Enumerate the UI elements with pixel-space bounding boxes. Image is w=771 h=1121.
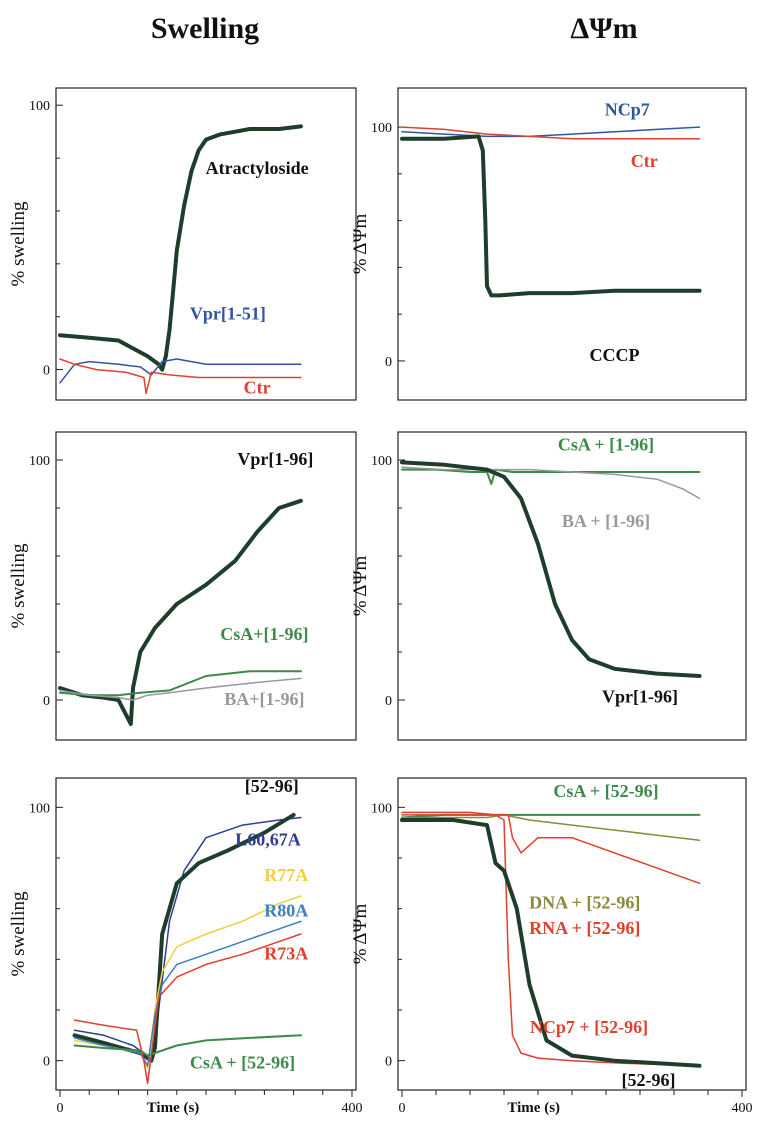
y-tick-label: 0 xyxy=(385,1055,392,1070)
x-tick-label: 0 xyxy=(399,1101,406,1116)
series-label: CsA+[1-96] xyxy=(220,624,308,644)
column-title-dpsim: ΔΨm xyxy=(570,12,637,45)
y-tick-label: 100 xyxy=(371,801,392,816)
series-line-csa-1-96 xyxy=(401,468,701,485)
y-axis-label: % swelling xyxy=(8,201,29,286)
x-tick-label: 400 xyxy=(342,1101,363,1116)
plot-frame xyxy=(397,431,747,741)
series-line-ctr xyxy=(59,358,302,395)
series-label: BA + [1-96] xyxy=(562,511,650,531)
series-line-52-96 xyxy=(72,812,296,1063)
series-label: NCp7 + [52-96] xyxy=(530,1017,648,1037)
series-line-ncp7-52-96 xyxy=(401,811,701,1067)
series-line-vpr-1-96 xyxy=(58,498,303,726)
series-line-vpr-1-96 xyxy=(400,460,702,678)
series-label: Vpr[1-96] xyxy=(602,686,678,706)
series-line-52-96 xyxy=(400,818,702,1068)
panel-dpsim-middle: 0 100 % ΔΨm CsA + [1-96] BA + [1-96] Vpr[1-96… xyxy=(350,431,747,741)
y-tick-label: 100 xyxy=(29,454,50,469)
series-line-l60-67a xyxy=(73,816,302,1062)
series-line-ba-1-96 xyxy=(59,677,302,701)
series-label: RNA + [52-96] xyxy=(529,918,640,938)
panel-swelling-bottom: 0 100 % swelling 0 400 Time (s) [52-96] L60,67A… xyxy=(8,776,363,1116)
series-line-r73a xyxy=(73,933,302,1085)
series-label: R80A xyxy=(264,900,308,920)
panel-swelling-top: 0 100 % swelling Atractyloside Vpr[1-51] Ctr xyxy=(8,87,357,401)
series-line-ncp7 xyxy=(401,126,701,138)
series-label: R77A xyxy=(264,865,308,885)
series-label: CsA + [52-96] xyxy=(553,781,658,801)
y-axis-label: % ΔΨm xyxy=(350,904,371,965)
x-axis-label: Time (s) xyxy=(507,1100,560,1116)
series-line-ba-1-96 xyxy=(401,466,701,500)
y-tick-label: 0 xyxy=(43,1055,50,1070)
x-tick-label: 400 xyxy=(732,1101,753,1116)
plot-frame xyxy=(55,431,357,741)
y-tick-label: 0 xyxy=(43,364,50,379)
x-axis-label: Time (s) xyxy=(147,1100,200,1116)
series-label: CsA + [52-96] xyxy=(190,1052,295,1072)
series-label: Ctr xyxy=(631,151,658,171)
y-tick-label: 0 xyxy=(385,694,392,709)
y-axis-label: % swelling xyxy=(8,891,29,976)
series-label: Vpr[1-51] xyxy=(190,303,266,323)
plot-frame xyxy=(397,87,747,401)
y-axis-label: % ΔΨm xyxy=(350,556,371,617)
column-title-swelling: Swelling xyxy=(151,12,259,45)
y-axis-label: % ΔΨm xyxy=(350,214,371,275)
series-label: CsA + [1-96] xyxy=(558,434,654,454)
plot-frame xyxy=(55,87,357,401)
panel-dpsim-top: 0 100 % ΔΨm NCp7 Ctr CCCP xyxy=(350,87,747,401)
series-label: CCCP xyxy=(590,345,640,365)
y-tick-label: 0 xyxy=(385,355,392,370)
series-line-dna-52-96 xyxy=(401,814,701,842)
series-line-ctr xyxy=(401,126,701,140)
series-line-csa-52-96 xyxy=(73,1034,302,1057)
y-tick-label: 100 xyxy=(29,801,50,816)
series-label: BA+[1-96] xyxy=(224,689,304,709)
series-label: NCp7 xyxy=(605,99,650,119)
series-label: Ctr xyxy=(244,377,271,397)
series-line-rna-52-96 xyxy=(401,814,701,885)
series-label: [52-96] xyxy=(622,1070,676,1090)
series-label: DNA + [52-96] xyxy=(529,893,640,913)
series-line-atractyloside xyxy=(58,124,303,372)
series-label: Atractyloside xyxy=(206,158,309,178)
series-label: L60,67A xyxy=(235,829,301,849)
y-tick-label: 0 xyxy=(43,694,50,709)
y-tick-label: 100 xyxy=(371,121,392,136)
y-tick-label: 100 xyxy=(371,454,392,469)
series-label: Vpr[1-96] xyxy=(237,449,313,469)
panel-swelling-middle: 0 100 % swelling Vpr[1-96] CsA+[1-96] BA+[1-9… xyxy=(8,431,357,741)
x-tick-label: 0 xyxy=(57,1101,64,1116)
series-line-cccp xyxy=(400,134,702,298)
y-axis-label: % swelling xyxy=(8,543,29,628)
series-label: R73A xyxy=(264,943,308,963)
series-label: [52-96] xyxy=(245,776,299,796)
panel-dpsim-bottom: 0 100 % ΔΨm 0 400 Time (s) CsA + [52-96] DNA + … xyxy=(350,777,753,1116)
y-tick-label: 100 xyxy=(29,99,50,114)
